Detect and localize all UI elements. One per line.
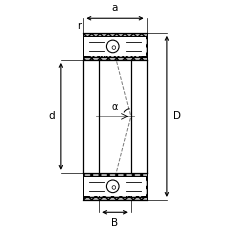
Circle shape <box>108 42 112 46</box>
Bar <box>83 173 146 176</box>
Bar <box>140 37 146 56</box>
Bar <box>83 173 146 200</box>
Text: a: a <box>111 3 118 13</box>
Text: d: d <box>48 111 55 121</box>
Bar <box>83 57 146 60</box>
Bar <box>83 197 146 200</box>
Bar <box>83 177 89 196</box>
Bar <box>125 174 130 199</box>
Bar <box>84 37 145 56</box>
Bar <box>83 33 146 60</box>
Bar <box>99 34 104 59</box>
Bar <box>83 37 89 56</box>
Text: D: D <box>172 111 180 121</box>
Bar <box>140 177 146 196</box>
Bar <box>83 33 146 36</box>
Text: α: α <box>111 102 118 112</box>
Bar <box>99 174 104 199</box>
Text: B: B <box>111 218 118 228</box>
Circle shape <box>108 182 112 186</box>
Bar <box>84 177 145 196</box>
Bar <box>125 34 130 59</box>
Text: r: r <box>77 21 81 31</box>
